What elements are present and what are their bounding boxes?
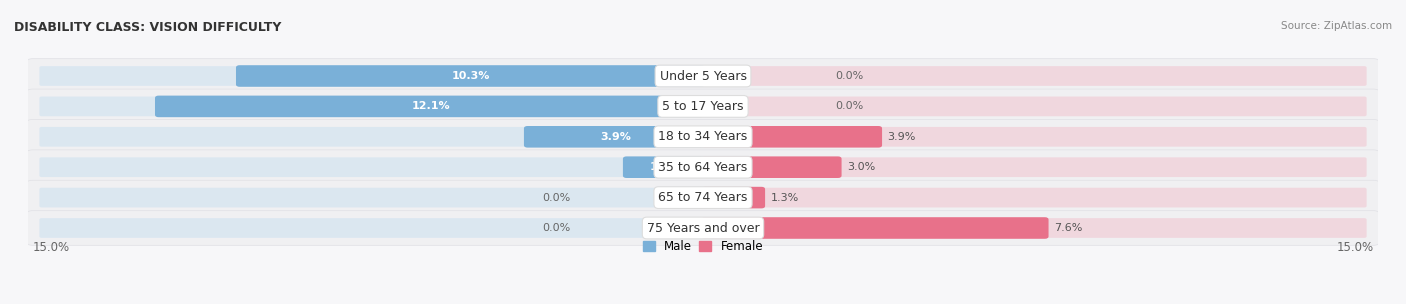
FancyBboxPatch shape [25,59,1381,93]
Text: 1.3%: 1.3% [770,193,799,202]
Text: 5 to 17 Years: 5 to 17 Years [662,100,744,113]
FancyBboxPatch shape [702,126,882,148]
Text: Source: ZipAtlas.com: Source: ZipAtlas.com [1281,21,1392,31]
Text: 75 Years and over: 75 Years and over [647,222,759,234]
FancyBboxPatch shape [39,127,699,147]
FancyBboxPatch shape [39,157,699,177]
FancyBboxPatch shape [524,126,704,148]
FancyBboxPatch shape [707,188,1367,208]
FancyBboxPatch shape [236,65,704,87]
Text: 7.6%: 7.6% [1054,223,1083,233]
Text: DISABILITY CLASS: VISION DIFFICULTY: DISABILITY CLASS: VISION DIFFICULTY [14,21,281,34]
Legend: Male, Female: Male, Female [643,240,763,253]
Text: 1.7%: 1.7% [650,162,681,172]
Text: 18 to 34 Years: 18 to 34 Years [658,130,748,143]
Text: 0.0%: 0.0% [835,71,863,81]
FancyBboxPatch shape [25,180,1381,215]
FancyBboxPatch shape [707,157,1367,177]
FancyBboxPatch shape [25,119,1381,154]
FancyBboxPatch shape [25,150,1381,185]
FancyBboxPatch shape [39,66,699,86]
FancyBboxPatch shape [39,218,699,238]
FancyBboxPatch shape [707,97,1367,116]
FancyBboxPatch shape [39,188,699,208]
Text: 35 to 64 Years: 35 to 64 Years [658,161,748,174]
FancyBboxPatch shape [25,211,1381,245]
Text: 12.1%: 12.1% [412,102,450,111]
FancyBboxPatch shape [155,96,704,117]
FancyBboxPatch shape [623,157,704,178]
FancyBboxPatch shape [707,218,1367,238]
FancyBboxPatch shape [702,217,1049,239]
Text: 15.0%: 15.0% [1336,241,1374,254]
Text: 15.0%: 15.0% [32,241,70,254]
Text: 65 to 74 Years: 65 to 74 Years [658,191,748,204]
FancyBboxPatch shape [707,127,1367,147]
Text: 0.0%: 0.0% [835,102,863,111]
Text: 3.0%: 3.0% [846,162,875,172]
Text: 3.9%: 3.9% [600,132,631,142]
FancyBboxPatch shape [702,157,842,178]
Text: 3.9%: 3.9% [887,132,915,142]
Text: 0.0%: 0.0% [543,223,571,233]
FancyBboxPatch shape [39,97,699,116]
FancyBboxPatch shape [707,66,1367,86]
Text: Under 5 Years: Under 5 Years [659,70,747,82]
FancyBboxPatch shape [25,89,1381,124]
FancyBboxPatch shape [702,187,765,209]
Text: 10.3%: 10.3% [453,71,491,81]
Text: 0.0%: 0.0% [543,193,571,202]
